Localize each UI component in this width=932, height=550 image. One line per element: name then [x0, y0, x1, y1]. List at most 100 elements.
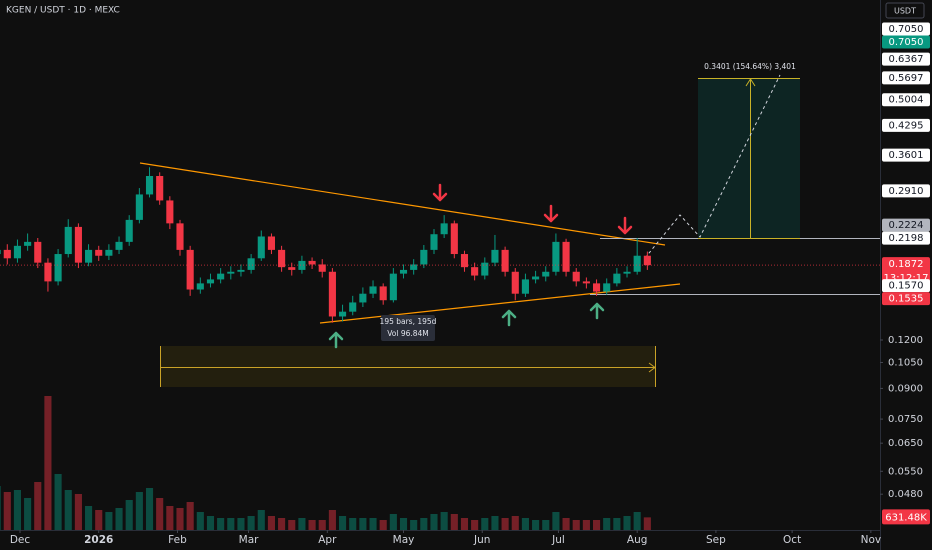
volume-bar [643, 517, 651, 530]
volume-bar [176, 508, 184, 530]
volume-bar [349, 518, 357, 530]
candle-body [95, 249, 103, 256]
last-price-box [882, 257, 930, 287]
price-level-label: 0.1535 [889, 294, 924, 305]
volume-bar [156, 498, 164, 530]
position-label: 0.3401 (154.64%) 3,401 [704, 62, 796, 71]
candle-body [491, 249, 499, 263]
rejection-arrow [617, 216, 633, 235]
volume-bar [217, 518, 225, 530]
volume-bar [267, 516, 275, 530]
volume-bar [135, 492, 143, 530]
price-level-label: 0.1570 [889, 281, 924, 292]
candle-body [176, 223, 184, 250]
volume-bar [450, 514, 458, 530]
candle-body [399, 269, 408, 274]
price-level-box [882, 35, 930, 49]
candle-body [501, 249, 509, 272]
volume-bar [399, 518, 408, 530]
volume-bar [105, 512, 113, 530]
candle-body [196, 283, 204, 290]
candle-body [298, 260, 306, 270]
volume-bar [54, 474, 62, 530]
chart-title: KGEN / USDT · 1D · MEXC [6, 6, 120, 16]
volume-bar [166, 506, 174, 530]
candle-body [3, 249, 11, 259]
candle-body [410, 264, 418, 270]
volume-bar [0, 486, 1, 530]
x-tick-label: Jul [551, 534, 565, 546]
countdown-label: 13:12:17 [884, 273, 929, 284]
candles [0, 167, 880, 323]
candle-body [379, 286, 387, 301]
position-arrowhead [745, 78, 756, 87]
volume-bar [501, 518, 509, 530]
volume-bar [125, 500, 133, 530]
volume-bar [623, 516, 631, 530]
upper-trendline [139, 162, 666, 246]
candle-body [542, 271, 550, 277]
candle-body [339, 311, 347, 317]
range-bars-label: 195 bars, 195d [380, 317, 437, 326]
candle-body [532, 276, 540, 280]
candle-body [552, 241, 560, 272]
support-arrow [589, 302, 605, 320]
volume-bar [298, 518, 306, 530]
volume-bar [278, 518, 286, 530]
candle-body [359, 293, 367, 303]
candle-body [420, 249, 428, 265]
candle-body [450, 223, 458, 255]
candle-body [247, 258, 255, 270]
volume-bar [471, 520, 479, 530]
volume-bar [196, 512, 204, 530]
x-tick-label: Oct [783, 534, 801, 546]
x-tick-label: 2026 [84, 534, 113, 546]
y-tick-label: 0.1200 [888, 335, 923, 346]
candle-body [592, 283, 601, 292]
lower-trendline [319, 283, 681, 324]
volume-bar [430, 514, 438, 530]
volume-bar [257, 510, 265, 530]
candle-body [135, 194, 143, 220]
y-tick-label: 0.0650 [888, 438, 923, 449]
y-tick-label: 0.0550 [888, 466, 923, 477]
volume-label: 631.48K [885, 512, 927, 523]
candle-body [105, 249, 113, 256]
candle-body [0, 249, 1, 255]
volume-bar [44, 396, 52, 530]
candle-body [440, 223, 448, 235]
candle-body [125, 219, 133, 242]
volume-bar [145, 488, 154, 530]
volume-bar [562, 518, 570, 530]
price-level-box [882, 184, 930, 198]
candle-body [145, 176, 154, 195]
volume-bar [572, 520, 580, 530]
volume-bar [339, 516, 347, 530]
volume-bar [481, 518, 489, 530]
candle-body [85, 249, 93, 263]
candle-body [34, 241, 42, 263]
candle-body [166, 200, 174, 224]
candle-body [562, 241, 570, 272]
price-level-box [882, 52, 930, 66]
volume-bar [369, 518, 377, 530]
price-level-label: 0.5004 [889, 95, 924, 106]
candle-body [318, 264, 326, 272]
candle-body [237, 269, 245, 272]
candle-body [186, 249, 194, 290]
rejection-arrow [543, 204, 559, 223]
candle-body [582, 281, 590, 284]
volume-bar [532, 520, 540, 530]
volume-bar [603, 518, 611, 530]
volume-bar [542, 520, 550, 530]
x-tick-label: May [393, 534, 415, 546]
volume-layer [0, 396, 651, 530]
x-tick-label: Mar [239, 534, 259, 546]
volume-bar [74, 494, 82, 530]
volume-bar [115, 508, 123, 530]
price-level-box [882, 231, 930, 245]
candle-body [156, 176, 164, 201]
price-level-box [882, 22, 930, 36]
candle-body [115, 241, 123, 250]
